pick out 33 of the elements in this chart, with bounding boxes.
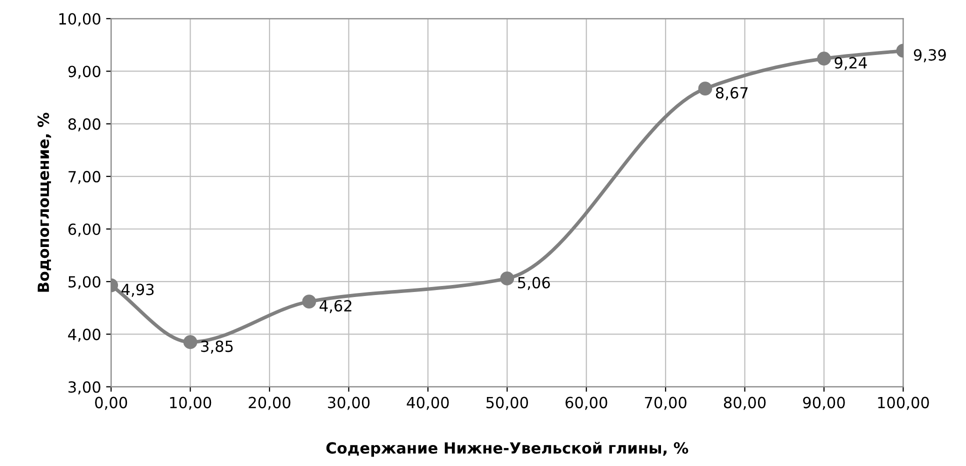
x-tick-label: 70,00 (644, 396, 686, 410)
y-axis-title: Водопоглощение, % (38, 112, 52, 292)
x-tick-label: 80,00 (724, 396, 766, 410)
y-tick-label: 6,00 (68, 223, 100, 237)
y-tick-label: 3,00 (68, 381, 100, 394)
y-tick-label: 10,00 (59, 13, 100, 26)
data-label: 9,39 (914, 49, 946, 62)
x-tick-label: 30,00 (328, 396, 370, 410)
x-tick-label: 100,00 (878, 396, 929, 410)
data-label: 5,06 (518, 276, 550, 290)
x-tick-label: 90,00 (803, 396, 845, 410)
y-tick-label: 7,00 (68, 170, 100, 184)
x-axis-title: Содержание Нижне-Увельской глины, % (326, 442, 688, 457)
y-tick-label: 9,00 (68, 66, 100, 79)
data-label: 4,93 (122, 284, 154, 297)
point (817, 52, 831, 66)
data-label: 4,62 (320, 300, 352, 314)
y-tick-label: 4,00 (68, 328, 100, 342)
point (500, 271, 514, 286)
x-tick-label: 50,00 (486, 396, 528, 410)
y-tick-label: 5,00 (68, 276, 100, 290)
point (183, 335, 198, 350)
x-tick-label: 40,00 (406, 396, 449, 410)
x-tick-label: 0,00 (95, 396, 128, 410)
data-label: 9,24 (834, 57, 867, 70)
y-tick-label: 8,00 (68, 118, 100, 132)
point (302, 294, 316, 309)
x-tick-label: 10,00 (170, 396, 212, 410)
x-tick-label: 60,00 (566, 396, 608, 410)
x-tick-label: 20,00 (248, 396, 290, 410)
data-label: 3,85 (201, 340, 233, 354)
point (698, 82, 712, 96)
data-label: 8,67 (716, 87, 748, 100)
